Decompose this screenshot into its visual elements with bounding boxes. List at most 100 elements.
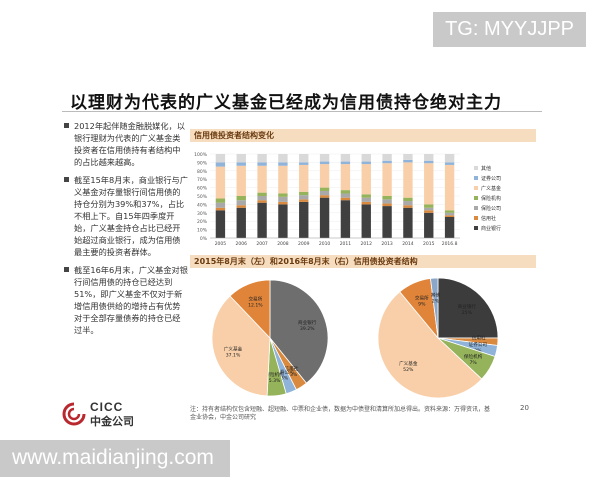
pie-slice bbox=[377, 291, 483, 399]
bar-segment bbox=[236, 165, 246, 196]
pie-charts: 商业银行39.2%信用社3.3%证券公司3%保险机构5.3%广义基金37.1%交… bbox=[211, 277, 499, 399]
bar-segment bbox=[299, 201, 309, 238]
bar-segment bbox=[340, 161, 351, 165]
bar-segment bbox=[382, 199, 392, 204]
slice-label: 交易所 bbox=[248, 295, 262, 302]
bar-segment bbox=[424, 160, 434, 164]
bar-segment bbox=[236, 196, 246, 201]
bar-segment bbox=[403, 207, 413, 238]
pie-slice bbox=[430, 277, 439, 339]
bar-segment bbox=[361, 194, 371, 198]
bar-segment bbox=[215, 210, 226, 238]
pie-slice bbox=[229, 279, 271, 340]
pie-slice bbox=[269, 279, 329, 384]
x-tick-label: 2006 bbox=[236, 241, 248, 247]
bar-segment bbox=[403, 159, 413, 163]
bar-segment bbox=[382, 154, 392, 161]
bar-segment bbox=[299, 164, 309, 192]
bar-segment bbox=[444, 210, 455, 213]
bar-segment bbox=[299, 154, 309, 163]
bar-segment bbox=[424, 154, 434, 161]
legend-label: 证券公司 bbox=[481, 175, 501, 182]
slice-label: 交易所 bbox=[415, 295, 429, 302]
panel2-header: 2015年8月末（左）和2016年8月末（右）信用债投资者结构 bbox=[190, 255, 536, 268]
bullet-text: 2012年起伴随金融脱媒化，以银行理财为代表的广义基金类投资者在信用债持有者结构… bbox=[74, 121, 185, 167]
bar-segment bbox=[444, 217, 455, 238]
bar-segment bbox=[319, 154, 330, 162]
bar-segment bbox=[319, 161, 330, 165]
y-tick-label: 90% bbox=[197, 160, 208, 166]
bar-segment bbox=[299, 162, 309, 165]
y-tick-label: 70% bbox=[197, 177, 208, 183]
x-tick-label: 2011 bbox=[340, 241, 352, 247]
x-tick-label: 2016.8 bbox=[442, 241, 458, 247]
x-tick-label: 2010 bbox=[319, 241, 331, 247]
legend-swatch bbox=[474, 216, 478, 220]
slice-value: 3% bbox=[281, 376, 289, 382]
bar-segment bbox=[403, 201, 413, 206]
bar-segment bbox=[236, 162, 246, 166]
y-tick-label: 60% bbox=[197, 186, 208, 192]
bar-segment bbox=[444, 215, 455, 217]
bar-segment bbox=[403, 162, 413, 198]
bar-segment bbox=[278, 193, 288, 197]
bar-segment bbox=[257, 192, 267, 196]
bar-segment bbox=[444, 212, 455, 216]
legend-label: 保险机构 bbox=[481, 195, 501, 202]
y-tick-label: 80% bbox=[197, 169, 208, 175]
bar-segment bbox=[361, 204, 371, 238]
bar-segment bbox=[340, 200, 351, 238]
bar-segment bbox=[299, 199, 309, 202]
logo-text-cn: 中金公司 bbox=[90, 415, 134, 428]
bar-segment bbox=[236, 154, 246, 163]
bar-segment bbox=[340, 193, 351, 198]
bar-segment bbox=[299, 191, 309, 196]
slice-value: 39.2% bbox=[300, 326, 315, 332]
legend-swatch bbox=[474, 176, 478, 180]
bullet-list: 2012年起伴随金融脱媒化，以银行理财为代表的广义基金类投资者在信用债持有者结构… bbox=[64, 120, 188, 342]
bar-segment bbox=[257, 196, 267, 201]
bar-segment bbox=[444, 154, 455, 163]
bar-segment bbox=[424, 210, 434, 213]
bar-segment bbox=[403, 154, 413, 160]
panel1-header: 信用债投资者结构变化 bbox=[190, 129, 536, 142]
slice-value: 7% bbox=[469, 360, 477, 366]
bar-segment bbox=[444, 162, 455, 165]
legend-swatch bbox=[474, 186, 478, 190]
bullet-item: 2012年起伴随金融脱媒化，以银行理财为代表的广义基金类投资者在信用债持有者结构… bbox=[64, 120, 188, 168]
x-tick-label: 2005 bbox=[215, 241, 227, 247]
x-tick-label: 2012 bbox=[361, 241, 373, 247]
bar-segment bbox=[382, 203, 392, 207]
bullet-square-icon bbox=[64, 267, 69, 272]
slice-value: 12.1% bbox=[248, 302, 263, 308]
slice-label: 证券公司 bbox=[275, 369, 294, 376]
y-tick-label: 0% bbox=[200, 236, 208, 242]
bar-segment bbox=[424, 163, 434, 205]
bar-segment bbox=[319, 187, 330, 191]
x-tick-label: 2014 bbox=[402, 241, 414, 247]
bar-segment bbox=[361, 197, 371, 202]
legend-swatch bbox=[474, 206, 478, 210]
bar-segment bbox=[278, 196, 288, 202]
stacked-bar-chart: 0% 10% 20% 30% 40% 50% 60% 70% 80% 90% 100% 2005 200… bbox=[194, 152, 501, 247]
bar-segment bbox=[215, 207, 226, 211]
y-tick-label: 50% bbox=[197, 194, 208, 200]
bar-segment bbox=[215, 162, 226, 167]
legend-label: 广义基金 bbox=[481, 185, 501, 192]
bar-segment bbox=[424, 212, 434, 238]
legend-label: 信用社 bbox=[481, 215, 496, 222]
slide-title: 以理财为代表的广义基金已经成为信用债持仓绝对主力 bbox=[70, 93, 502, 113]
slice-label: 商业银行 bbox=[298, 319, 317, 326]
bar-segment bbox=[361, 201, 371, 205]
bar-segment bbox=[403, 205, 413, 208]
slice-value: 25% bbox=[462, 310, 473, 316]
bar-segment bbox=[215, 166, 226, 199]
bar-segment bbox=[257, 162, 267, 166]
bar-segment bbox=[382, 160, 392, 164]
bar-segment bbox=[319, 164, 330, 188]
bar-segment bbox=[361, 154, 371, 162]
bar-segment bbox=[319, 197, 330, 238]
bar-segment bbox=[257, 154, 267, 163]
bar-segment bbox=[299, 195, 309, 200]
slice-label: 信用社 bbox=[472, 335, 486, 342]
